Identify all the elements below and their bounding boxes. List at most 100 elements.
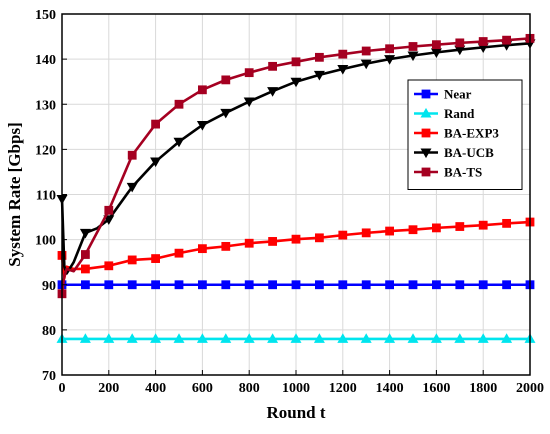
data-point-rand [220, 333, 232, 343]
x-tick-label: 2000 [516, 381, 544, 396]
data-point-ba-ts [244, 68, 254, 78]
y-tick-label: 110 [36, 189, 56, 204]
data-point-ba-ucb [126, 182, 138, 193]
data-point-ba-ts [151, 119, 161, 129]
data-point-near [408, 280, 418, 290]
data-point-rand [501, 333, 513, 343]
data-point-near [338, 280, 348, 290]
data-point-ba-ts [478, 37, 488, 46]
legend-item-ba-ts: BA-TS [414, 165, 482, 180]
data-point-ba-ucb [407, 51, 419, 62]
data-point-ba-ucb [173, 137, 185, 148]
data-point-ba-ts [455, 38, 465, 48]
data-point-rand [384, 333, 396, 343]
data-point-ba-ucb [243, 97, 255, 108]
data-point-near [502, 280, 512, 290]
data-point-near [291, 280, 301, 290]
data-point-ba-exp3 [502, 218, 512, 228]
series-rand [56, 333, 536, 343]
data-point-ba-ts [408, 42, 418, 51]
data-point-ba-exp3 [431, 223, 441, 233]
legend: Near Rand BA-EXP3 BA-UCB BA-TS [407, 79, 523, 190]
legend-item-ba-ucb: BA-UCB [414, 145, 494, 160]
data-point-ba-ucb [290, 77, 302, 88]
data-point-ba-exp3 [197, 244, 207, 254]
data-point-ba-exp3 [408, 225, 418, 235]
series-layer [56, 33, 536, 343]
data-point-ba-ts [197, 85, 207, 95]
data-point-rand [243, 333, 255, 343]
data-point-rand [126, 333, 138, 343]
tick-labels: 0 200 400 600 800 1000 1200 1400 1600 1800 2000 70 8… [35, 8, 544, 396]
data-point-ba-ucb [360, 59, 372, 70]
x-tick-label: 1200 [329, 381, 357, 396]
data-point-ba-ts [385, 44, 395, 54]
data-point-ba-ts [268, 61, 278, 71]
series-ba-ts [57, 33, 535, 299]
data-point-ba-exp3 [268, 237, 278, 246]
data-point-ba-exp3 [478, 220, 488, 230]
data-point-near [174, 280, 184, 290]
data-point-rand [290, 333, 302, 343]
data-point-ba-exp3 [314, 233, 324, 243]
x-tick-label: 200 [98, 381, 119, 396]
data-point-ba-exp3 [221, 241, 231, 251]
y-tick-label: 150 [35, 8, 56, 23]
data-point-ba-exp3 [455, 222, 465, 231]
data-point-rand [407, 333, 419, 343]
data-point-ba-ts [104, 205, 114, 215]
data-point-ba-ucb [337, 65, 349, 75]
data-point-ba-ts [361, 46, 371, 56]
data-point-rand [477, 333, 489, 343]
legend-label-ba-ts: BA-TS [444, 165, 482, 180]
data-point-ba-ucb [150, 157, 162, 168]
data-point-rand [430, 333, 442, 343]
data-point-near [478, 280, 488, 290]
x-tick-label: 1000 [282, 381, 310, 396]
data-point-ba-exp3 [81, 264, 90, 274]
data-point-ba-ts [431, 40, 441, 50]
data-point-rand [173, 333, 185, 343]
legend-label-ba-ucb: BA-UCB [444, 145, 494, 160]
data-point-ba-exp3 [291, 234, 301, 244]
x-tick-label: 1600 [422, 381, 450, 396]
data-point-ba-exp3 [174, 248, 184, 258]
data-point-near [81, 280, 90, 290]
data-point-ba-ts [314, 52, 324, 62]
legend-marker-rand [420, 107, 432, 118]
legend-marker-ba-exp3 [421, 128, 431, 138]
y-tick-label: 130 [35, 98, 56, 113]
legend-item-ba-exp3: BA-EXP3 [414, 126, 499, 141]
data-point-near [221, 280, 231, 290]
x-tick-label: 600 [192, 381, 213, 396]
data-point-ba-exp3 [385, 226, 395, 236]
data-point-ba-exp3 [151, 254, 161, 263]
data-point-ba-ucb [384, 55, 396, 65]
y-axis-title: System Rate [Gbps] [5, 122, 24, 267]
data-point-near [197, 280, 207, 290]
data-point-near [127, 280, 137, 290]
data-point-rand [150, 333, 162, 343]
data-point-ba-ucb [103, 215, 115, 225]
y-tick-label: 70 [42, 369, 56, 384]
data-point-near [431, 280, 441, 290]
legend-marker-near [421, 89, 431, 99]
data-point-ba-ucb [196, 121, 208, 131]
data-point-ba-ucb [79, 228, 91, 239]
data-point-ba-ucb [313, 70, 325, 81]
data-point-rand [454, 333, 466, 343]
data-point-near [455, 280, 465, 290]
legend-item-rand: Rand [414, 106, 475, 121]
data-point-near [151, 280, 161, 290]
legend-label-near: Near [444, 87, 472, 102]
legend-label-ba-exp3: BA-EXP3 [444, 126, 499, 141]
data-point-ba-exp3 [244, 238, 254, 248]
data-point-ba-exp3 [361, 228, 371, 238]
data-point-ba-ts [81, 250, 90, 259]
data-point-ba-ucb [220, 108, 232, 119]
x-tick-label: 1400 [376, 381, 404, 396]
y-tick-label: 80 [42, 324, 56, 339]
series-near [57, 280, 535, 290]
data-point-near [268, 280, 278, 290]
